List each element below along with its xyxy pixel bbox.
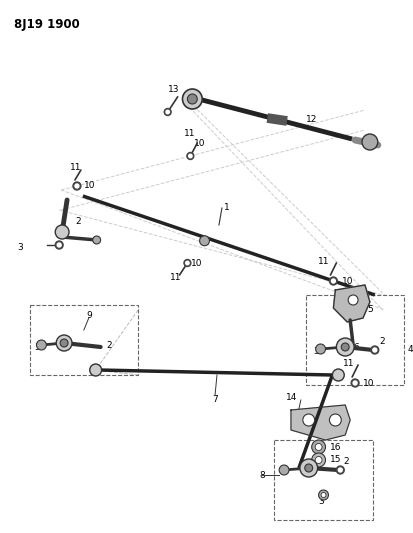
Text: 1: 1 [224,203,230,212]
Circle shape [330,277,337,285]
Text: 10: 10 [363,378,375,387]
Circle shape [303,414,315,426]
Circle shape [348,295,358,305]
Circle shape [315,456,322,464]
Circle shape [318,490,328,500]
Circle shape [60,339,68,347]
Text: 10: 10 [342,277,354,286]
Circle shape [312,453,325,467]
Text: 2: 2 [75,217,81,227]
Circle shape [55,241,63,249]
Circle shape [338,468,342,472]
Circle shape [188,94,197,104]
Text: 3: 3 [313,348,319,357]
Text: 8: 8 [259,471,265,480]
Text: 3: 3 [35,343,40,351]
Circle shape [186,261,189,265]
Circle shape [55,225,69,239]
Text: 2: 2 [343,457,349,466]
Text: 9: 9 [87,311,93,319]
Circle shape [321,492,326,497]
Text: 13: 13 [168,85,179,94]
Bar [274,440,373,520]
Circle shape [351,379,359,387]
Circle shape [187,152,194,159]
Circle shape [330,414,341,426]
Circle shape [279,465,289,475]
Text: 6: 6 [353,343,359,352]
Polygon shape [333,285,370,322]
Circle shape [56,335,72,351]
Circle shape [353,381,357,385]
Polygon shape [291,405,350,440]
Text: 2: 2 [380,336,385,345]
Text: 15: 15 [330,456,342,464]
Text: 10: 10 [84,182,95,190]
Circle shape [183,89,202,109]
Circle shape [300,459,318,477]
Circle shape [331,279,335,283]
Text: 3: 3 [318,497,324,506]
Circle shape [336,338,354,356]
Circle shape [316,344,325,354]
Text: 12: 12 [306,116,317,125]
Circle shape [332,369,344,381]
Circle shape [305,464,313,472]
Circle shape [373,348,377,352]
Circle shape [189,154,192,158]
Text: 5: 5 [367,305,373,314]
Circle shape [336,466,344,474]
Circle shape [371,346,379,354]
Text: 11: 11 [170,273,181,282]
Text: 7: 7 [212,395,218,405]
Circle shape [341,343,349,351]
Text: 11: 11 [185,128,196,138]
Bar [30,305,138,375]
Text: 2: 2 [107,341,112,350]
Text: 8J19 1900: 8J19 1900 [14,18,80,31]
Circle shape [36,340,46,350]
Circle shape [184,260,191,266]
Circle shape [93,236,101,244]
Text: 4: 4 [407,345,413,354]
Circle shape [75,184,79,188]
Circle shape [73,182,81,190]
Circle shape [362,134,378,150]
Text: 11: 11 [318,256,329,265]
Bar [306,295,404,385]
Circle shape [166,110,169,114]
Circle shape [312,440,325,454]
Text: 16: 16 [330,442,342,451]
Text: 3: 3 [18,243,24,252]
Circle shape [57,243,61,247]
Text: 11: 11 [70,163,81,172]
Circle shape [90,364,102,376]
Circle shape [199,236,209,246]
Circle shape [164,109,171,116]
Text: 14: 14 [286,392,297,401]
Text: 10: 10 [195,139,206,148]
Text: 10: 10 [191,259,203,268]
Text: 11: 11 [343,359,355,367]
Circle shape [315,443,322,450]
